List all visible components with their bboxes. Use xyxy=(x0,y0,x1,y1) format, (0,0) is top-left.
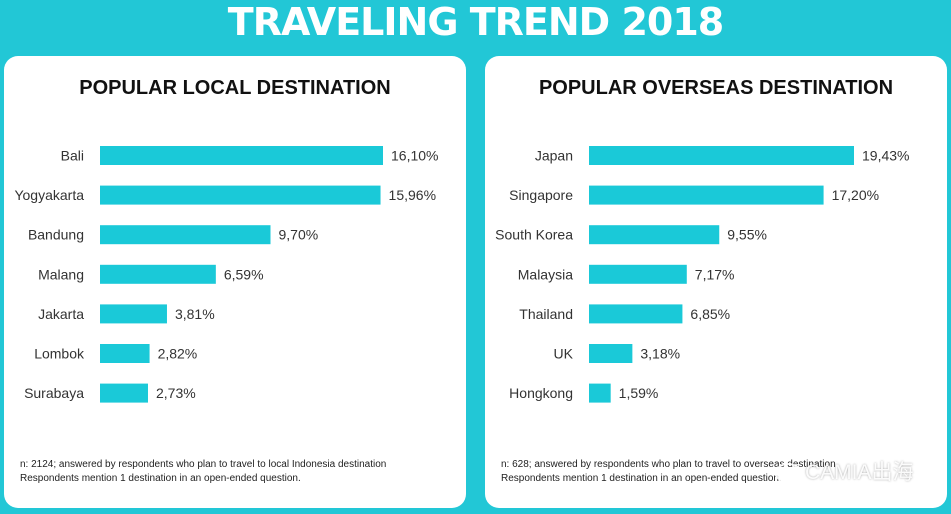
overseas-bar xyxy=(589,146,854,165)
local-footnote: n: 2124; answered by respondents who pla… xyxy=(20,458,386,486)
local-footnote-line-1: n: 2124; answered by respondents who pla… xyxy=(20,459,387,470)
local-category-label: Lombok xyxy=(34,346,85,362)
local-bar xyxy=(100,185,381,205)
overseas-bar xyxy=(589,264,687,284)
local-category-label: Bandung xyxy=(28,227,84,243)
overseas-bar xyxy=(589,383,611,403)
overseas-value-label: 6,85% xyxy=(690,306,730,322)
overseas-value-label: 19,43% xyxy=(862,148,909,164)
overseas-footnote-line-1: n: 628; answered by respondents who plan… xyxy=(501,459,836,470)
overseas-chart-title: POPULAR OVERSEAS DESTINATION xyxy=(538,77,894,99)
local-value-label: 2,82% xyxy=(158,346,198,362)
local-value-label: 15,96% xyxy=(389,187,436,203)
page-title: TRAVELING TREND 2018 xyxy=(227,0,724,44)
overseas-category-label: Singapore xyxy=(509,187,573,203)
overseas-value-label: 9,55% xyxy=(727,227,767,243)
local-value-label: 16,10% xyxy=(391,148,438,164)
local-destination-chart: Bali 16,10% Yogyakarta 15,96% Bandung 9,70% Ma… xyxy=(14,146,438,403)
local-bar xyxy=(100,304,167,324)
overseas-bar xyxy=(589,344,633,363)
overseas-category-label: Thailand xyxy=(519,306,573,322)
local-value-label: 2,73% xyxy=(156,385,196,401)
overseas-category-label: Malaysia xyxy=(518,266,573,282)
overseas-value-label: 17,20% xyxy=(832,187,879,203)
overseas-footnote: n: 628; answered by respondents who plan… xyxy=(501,458,836,486)
overseas-bar xyxy=(589,225,720,245)
overseas-footnote-line-2: Respondents mention 1 destination in an … xyxy=(501,473,782,484)
overseas-value-label: 1,59% xyxy=(619,385,659,401)
overseas-category-label: Hongkong xyxy=(509,385,573,401)
local-bar xyxy=(100,225,271,245)
overseas-value-label: 7,17% xyxy=(695,266,735,282)
local-category-label: Jakarta xyxy=(38,306,84,322)
overseas-bar xyxy=(589,185,824,205)
local-bar xyxy=(100,264,216,284)
local-footnote-line-2: Respondents mention 1 destination in an … xyxy=(20,473,301,484)
overseas-destination-panel: POPULAR OVERSEAS DESTINATION Japan 19,43%… xyxy=(485,56,947,508)
overseas-bar xyxy=(589,304,683,324)
overseas-category-label: South Korea xyxy=(495,227,573,243)
local-bar xyxy=(100,146,383,165)
watermark: CAMIA出海 xyxy=(775,456,914,486)
local-category-label: Malang xyxy=(38,266,84,282)
overseas-category-label: Japan xyxy=(535,148,573,164)
local-category-label: Surabaya xyxy=(24,385,84,401)
local-category-label: Bali xyxy=(61,148,84,164)
local-value-label: 9,70% xyxy=(279,227,319,243)
local-bar xyxy=(100,383,148,403)
overseas-category-label: UK xyxy=(554,346,574,362)
local-destination-panel: POPULAR LOCAL DESTINATION Bali 16,10% Yogy… xyxy=(4,56,466,508)
overseas-destination-chart: Japan 19,43% Singapore 17,20% South Korea 9,5… xyxy=(495,146,909,403)
overseas-value-label: 3,18% xyxy=(640,346,680,362)
local-value-label: 6,59% xyxy=(224,266,264,282)
watermark-text: CAMIA出海 xyxy=(805,461,914,484)
local-bar xyxy=(100,344,150,363)
local-value-label: 3,81% xyxy=(175,306,215,322)
local-category-label: Yogyakarta xyxy=(14,187,84,203)
wechat-icon xyxy=(775,463,801,484)
local-chart-title: POPULAR LOCAL DESTINATION xyxy=(79,77,391,99)
